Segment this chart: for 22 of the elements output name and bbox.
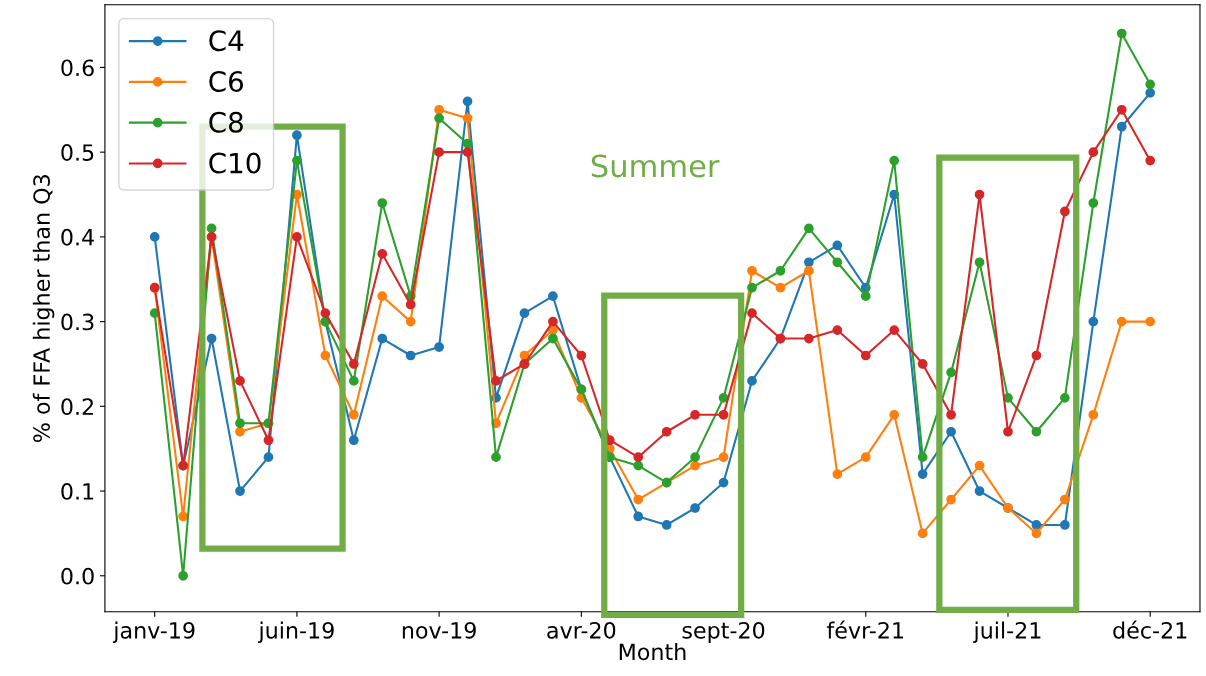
x-tick-label: nov-19 [402,621,476,639]
y-tick-label: 0.1 [61,483,94,500]
y-axis-title: % of FFA higher than Q3 [32,175,55,443]
x-tick-label: juin-19 [258,621,334,644]
x-tick-label: févr-21 [826,620,904,639]
legend-label: C10 [209,152,261,174]
x-tick-label: déc-21 [1113,620,1187,639]
legend-label: C4 [209,30,244,52]
x-axis-title: Month [619,643,686,661]
annotation: Summer [591,154,720,178]
y-tick-label: 0.0 [61,567,94,585]
x-tick-label: sept-20 [682,621,765,644]
x-tick-label: juil-21 [973,621,1041,644]
x-tick-label: avr-20 [547,621,616,639]
y-tick-label: 0.2 [61,398,93,416]
y-tick-label: 0.3 [61,313,94,331]
x-tick-label: janv-19 [112,621,195,644]
y-tick-label: 0.6 [61,59,94,77]
legend-label: C8 [209,111,243,133]
legend-label: C6 [209,71,244,93]
y-tick-label: 0.4 [61,228,94,246]
y-tick-label: 0.5 [61,144,94,161]
